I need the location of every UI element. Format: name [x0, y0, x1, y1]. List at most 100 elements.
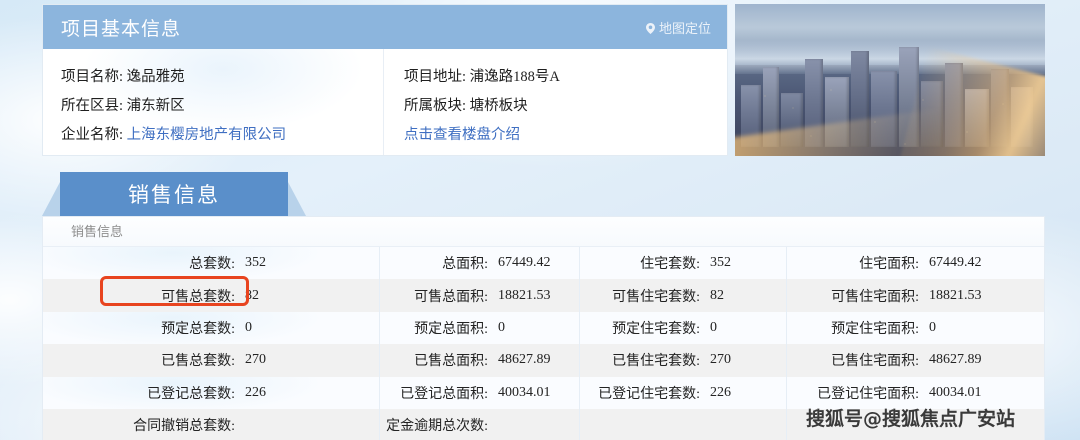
- info-card-header: 项目基本信息 地图定位: [43, 5, 727, 49]
- photo-city-lights: [735, 4, 1045, 156]
- watermark: 搜狐号@搜狐焦点广安站: [806, 408, 1016, 430]
- cell-value: 67449.42: [929, 255, 982, 271]
- cell-label: 预定住宅面积:: [831, 321, 919, 337]
- info-left-column: 项目名称: 逸品雅苑 所在区县: 浦东新区 企业名称: 上海东樱房地产有限公司: [43, 49, 383, 155]
- table-cell: 定金逾期总次数:: [379, 408, 579, 440]
- cell-value: 0: [929, 319, 936, 335]
- page-title: 项目基本信息: [61, 18, 182, 40]
- table-cell: 预定总套数: 0: [43, 312, 379, 344]
- table-cell: 可售住宅套数: 82: [579, 279, 786, 312]
- table-cell: 可售住宅面积: 18821.53: [786, 279, 1044, 312]
- ribbon-left-tail: [42, 182, 60, 216]
- table-cell: 住宅面积: 67449.42: [786, 247, 1044, 280]
- cell-label: 住宅套数:: [640, 257, 700, 273]
- cell-value: 18821.53: [498, 287, 551, 303]
- map-locate-button[interactable]: 地图定位: [645, 18, 711, 37]
- cell-value: 48627.89: [929, 352, 982, 368]
- cell-value: 352: [710, 255, 731, 271]
- table-cell: 已售住宅面积: 48627.89: [786, 344, 1044, 377]
- sales-subheader: 销售信息: [43, 217, 1044, 247]
- cell-label: 总套数:: [189, 257, 235, 273]
- cell-value: 352: [245, 255, 266, 271]
- cell-value: 67449.42: [498, 255, 551, 271]
- info-row-district: 所在区县: 浦东新区: [61, 92, 383, 121]
- label-district: 所在区县:: [61, 98, 124, 114]
- table-cell: 住宅套数: 352: [579, 247, 786, 280]
- cell-value: 270: [710, 352, 731, 368]
- label-company-name: 企业名称:: [61, 127, 124, 143]
- sales-info-panel: 销售信息 总套数: 352 总面积: 67449.42 住宅套数: 352 住宅面积: 674…: [42, 216, 1045, 440]
- cell-value: 0: [710, 319, 717, 335]
- table-cell: 总面积: 67449.42: [379, 247, 579, 280]
- cell-value: 82: [710, 287, 724, 303]
- table-cell: 已登记总套数: 226: [43, 377, 379, 409]
- label-block: 所属板块:: [404, 98, 467, 114]
- cell-value: 0: [498, 319, 505, 335]
- cell-label: 已登记住宅面积:: [817, 386, 919, 402]
- table-cell: [786, 408, 1044, 440]
- table-row: 总套数: 352 总面积: 67449.42 住宅套数: 352 住宅面积: 67449.42: [43, 247, 1044, 280]
- cell-label: 预定总面积:: [414, 321, 488, 337]
- cell-label: 住宅面积:: [859, 257, 919, 273]
- info-row-block: 所属板块: 塘桥板块: [404, 92, 727, 121]
- cell-value: 18821.53: [929, 287, 982, 303]
- value-company-name-link[interactable]: 上海东樱房地产有限公司: [126, 127, 287, 143]
- cell-label: 总面积:: [442, 257, 488, 273]
- project-basic-info-card: 项目基本信息 地图定位 项目名称: 逸品雅苑: [42, 4, 728, 156]
- table-cell: 已售总套数: 270: [43, 344, 379, 376]
- table-cell: 已售总面积: 48627.89: [379, 344, 579, 377]
- value-block: 塘桥板块: [469, 98, 528, 114]
- cell-label: 可售总面积:: [414, 289, 488, 305]
- cell-value: 226: [245, 384, 266, 400]
- cell-label: 已售住宅面积:: [831, 354, 919, 370]
- table-cell: 已登记住宅面积: 40034.01: [786, 376, 1044, 409]
- map-pin-icon: [645, 22, 655, 34]
- value-address: 浦逸路188号A: [469, 69, 560, 85]
- cell-value: 0: [245, 319, 252, 335]
- value-district: 浦东新区: [126, 98, 185, 114]
- table-cell: 已登记住宅套数: 226: [579, 376, 786, 409]
- cell-label: 已售总套数:: [161, 354, 235, 370]
- cell-label: 已登记住宅套数:: [598, 386, 700, 402]
- table-row: 已售总套数: 270 已售总面积: 48627.89 已售住宅套数: 270 已售住宅面积:…: [43, 344, 1044, 377]
- table-cell: 已售住宅套数: 270: [579, 344, 786, 377]
- cell-label: 已登记总面积:: [400, 386, 488, 402]
- sales-table: 总套数: 352 总面积: 67449.42 住宅套数: 352 住宅面积: 67449.42…: [43, 247, 1044, 440]
- project-photo[interactable]: [735, 4, 1045, 156]
- info-row-address: 项目地址: 浦逸路188号A: [404, 63, 727, 92]
- table-cell: 预定住宅面积: 0: [786, 311, 1044, 345]
- cell-value: 226: [710, 384, 731, 400]
- info-right-column: 项目地址: 浦逸路188号A 所属板块: 塘桥板块 点击查看楼盘介绍: [383, 49, 727, 155]
- value-project-name: 逸品雅苑: [126, 69, 185, 85]
- table-row: 可售总套数: 82 可售总面积: 18821.53 可售住宅套数: 82 可售住宅面积: 18…: [43, 279, 1044, 312]
- table-row: 已登记总套数: 226 已登记总面积: 40034.01 已登记住宅套数: 226 已登记住…: [43, 376, 1044, 410]
- cell-value: 40034.01: [929, 384, 982, 400]
- view-project-intro-link[interactable]: 点击查看楼盘介绍: [404, 127, 520, 143]
- cell-value: 82: [245, 287, 259, 303]
- table-cell: 已登记总面积: 40034.01: [379, 376, 579, 409]
- table-cell: 可售总面积: 18821.53: [379, 279, 579, 312]
- table-cell: 预定住宅套数: 0: [579, 311, 786, 345]
- sales-section-banner: 销售信息: [42, 172, 342, 218]
- info-row-company-name: 企业名称: 上海东樱房地产有限公司: [61, 121, 383, 150]
- cell-value: 48627.89: [498, 352, 551, 368]
- cell-label: 可售住宅套数:: [612, 289, 700, 305]
- cell-label: 已登记总套数:: [147, 386, 235, 402]
- cell-label: 预定住宅套数:: [612, 321, 700, 337]
- ribbon-right-tail: [288, 182, 306, 216]
- table-cell: 总套数: 352: [43, 247, 379, 279]
- cell-label: 已售总面积:: [414, 354, 488, 370]
- table-row: 合同撤销总套数: 定金逾期总次数:: [43, 408, 1044, 440]
- cell-label: 可售住宅面积:: [831, 289, 919, 305]
- cell-value: 270: [245, 352, 266, 368]
- table-cell: 预定总面积: 0: [379, 311, 579, 345]
- table-cell: 合同撤销总套数:: [43, 409, 379, 440]
- table-cell: [579, 408, 786, 440]
- map-locate-label: 地图定位: [658, 20, 711, 36]
- label-project-name: 项目名称:: [61, 69, 124, 85]
- cell-value: 40034.01: [498, 384, 551, 400]
- cell-label: 合同撤销总套数:: [133, 419, 235, 435]
- table-row: 预定总套数: 0 预定总面积: 0 预定住宅套数: 0 预定住宅面积: 0: [43, 311, 1044, 345]
- sales-banner-title: 销售信息: [128, 183, 220, 207]
- label-address: 项目地址:: [404, 69, 467, 85]
